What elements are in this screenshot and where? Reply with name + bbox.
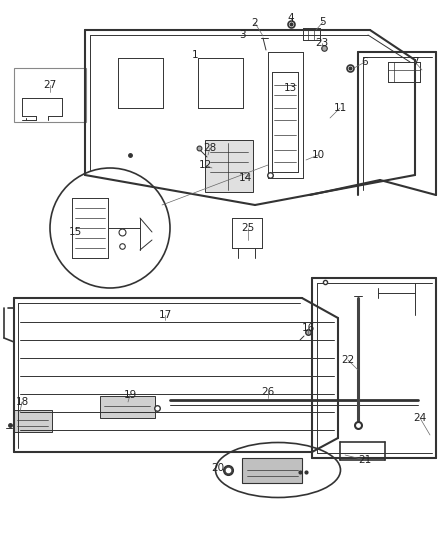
Text: 2: 2 <box>252 18 258 28</box>
FancyBboxPatch shape <box>14 68 86 122</box>
Text: 7: 7 <box>412 57 418 67</box>
Text: 12: 12 <box>198 160 212 170</box>
Text: 27: 27 <box>43 80 57 90</box>
FancyBboxPatch shape <box>14 410 52 432</box>
Text: 22: 22 <box>341 355 355 365</box>
Text: 15: 15 <box>68 227 81 237</box>
Text: 24: 24 <box>413 413 427 423</box>
Text: 23: 23 <box>315 38 328 48</box>
Text: 1: 1 <box>192 50 198 60</box>
Text: 6: 6 <box>362 57 368 67</box>
Text: 16: 16 <box>301 323 314 333</box>
FancyBboxPatch shape <box>205 140 253 192</box>
Text: 25: 25 <box>241 223 254 233</box>
Text: 17: 17 <box>159 310 172 320</box>
Text: 14: 14 <box>238 173 251 183</box>
Text: 4: 4 <box>288 13 294 23</box>
Text: 18: 18 <box>15 397 28 407</box>
Text: 13: 13 <box>283 83 297 93</box>
Text: 5: 5 <box>320 17 326 27</box>
Text: 3: 3 <box>239 30 245 40</box>
Text: 26: 26 <box>261 387 275 397</box>
Text: 11: 11 <box>333 103 346 113</box>
FancyBboxPatch shape <box>100 396 155 418</box>
Text: 20: 20 <box>212 463 225 473</box>
Text: 28: 28 <box>203 143 217 153</box>
FancyBboxPatch shape <box>242 458 302 483</box>
Text: 19: 19 <box>124 390 137 400</box>
Text: 10: 10 <box>311 150 325 160</box>
Text: 21: 21 <box>358 455 371 465</box>
